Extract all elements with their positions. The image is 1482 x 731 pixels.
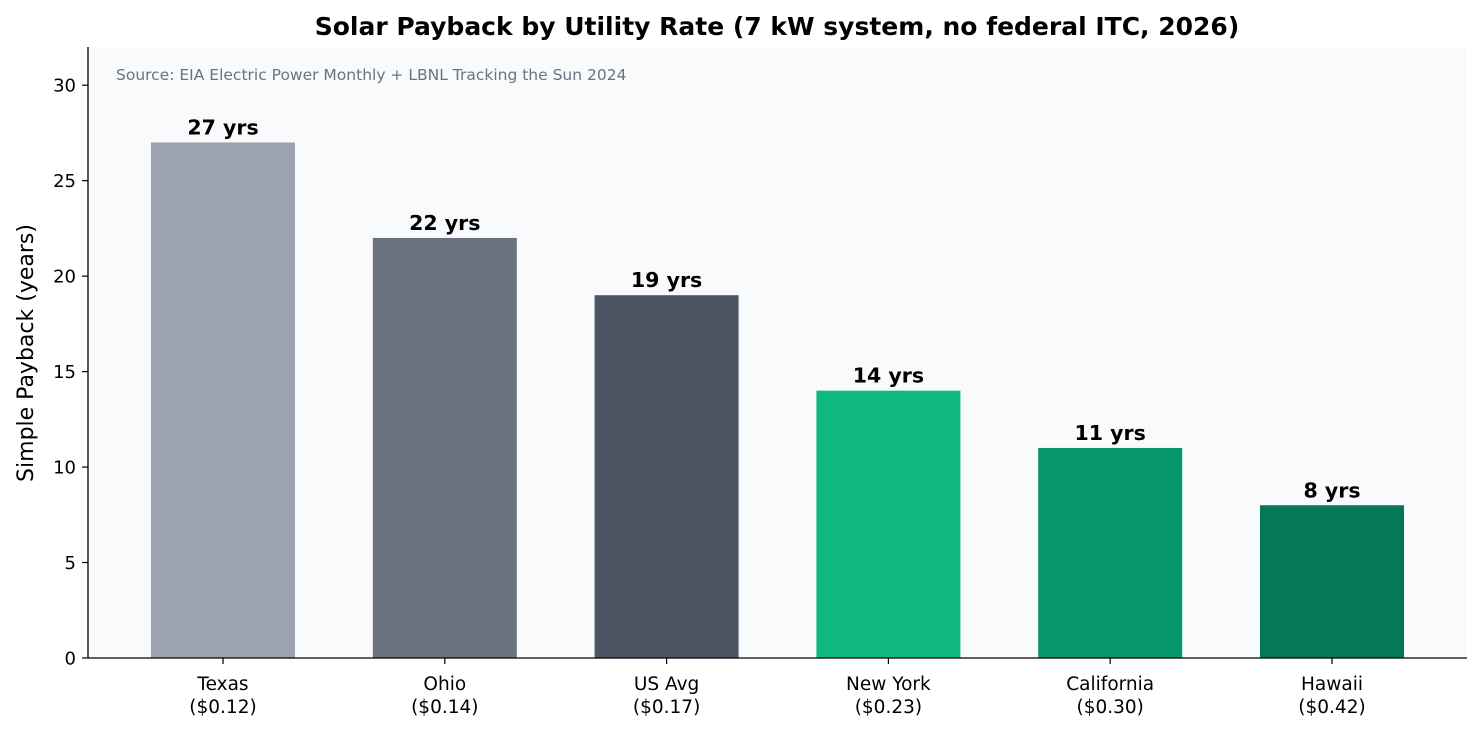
x-tick-label-1-0: Ohio (423, 674, 466, 695)
y-tick-label-3: 15 (53, 362, 76, 383)
y-tick-label-0: 0 (65, 649, 76, 670)
x-tick-label-4-0: California (1066, 674, 1154, 695)
x-tick-label-3-0: New York (846, 674, 931, 695)
y-tick-label-1: 5 (65, 553, 76, 574)
data-labels-group: 27 yrs 22 yrs 19 yrs 14 yrs 11 yrs 8 yrs (187, 115, 1360, 502)
bar-5 (1260, 505, 1404, 658)
plot-background (88, 47, 1467, 658)
y-tick-label-5: 25 (53, 171, 76, 192)
y-tick-label-6: 30 (53, 76, 76, 97)
bars-group (151, 142, 1404, 658)
y-tick-label-4: 20 (53, 267, 76, 288)
data-label-4: 11 yrs (1075, 421, 1146, 445)
data-label-5: 8 yrs (1303, 478, 1360, 502)
bar-1 (372, 237, 517, 658)
x-tick-label-2-0: US Avg (634, 674, 699, 695)
x-tick-label-0-0: Texas (196, 674, 248, 695)
data-label-3: 14 yrs (853, 364, 924, 388)
chart-title: Solar Payback by Utility Rate (7 kW syst… (315, 12, 1240, 41)
source-annotation: Source: EIA Electric Power Monthly + LBN… (116, 66, 626, 84)
y-tick-label-2: 10 (53, 458, 76, 479)
bar-0 (151, 142, 295, 658)
bar-3 (816, 390, 961, 658)
x-tick-label-5-0: Hawaii (1301, 674, 1363, 695)
data-label-1: 22 yrs (409, 211, 480, 235)
data-label-0: 27 yrs (187, 115, 258, 139)
bar-2 (594, 295, 739, 658)
bar-4 (1038, 447, 1183, 658)
data-label-2: 19 yrs (631, 268, 702, 292)
x-tick-label-1-1: ($0.14) (411, 697, 478, 718)
y-axis: 0 5 10 15 20 25 30 (53, 47, 89, 670)
x-tick-label-2-1: ($0.17) (633, 697, 700, 718)
x-tick-label-4-1: ($0.30) (1076, 697, 1143, 718)
x-axis: Texas($0.12) Ohio($0.14) US Avg($0.17) New … (88, 657, 1467, 718)
y-axis-label: Simple Payback (years) (14, 224, 39, 482)
x-tick-label-3-1: ($0.23) (855, 697, 922, 718)
x-tick-label-0-1: ($0.12) (189, 697, 256, 718)
x-tick-label-5-1: ($0.42) (1298, 697, 1365, 718)
